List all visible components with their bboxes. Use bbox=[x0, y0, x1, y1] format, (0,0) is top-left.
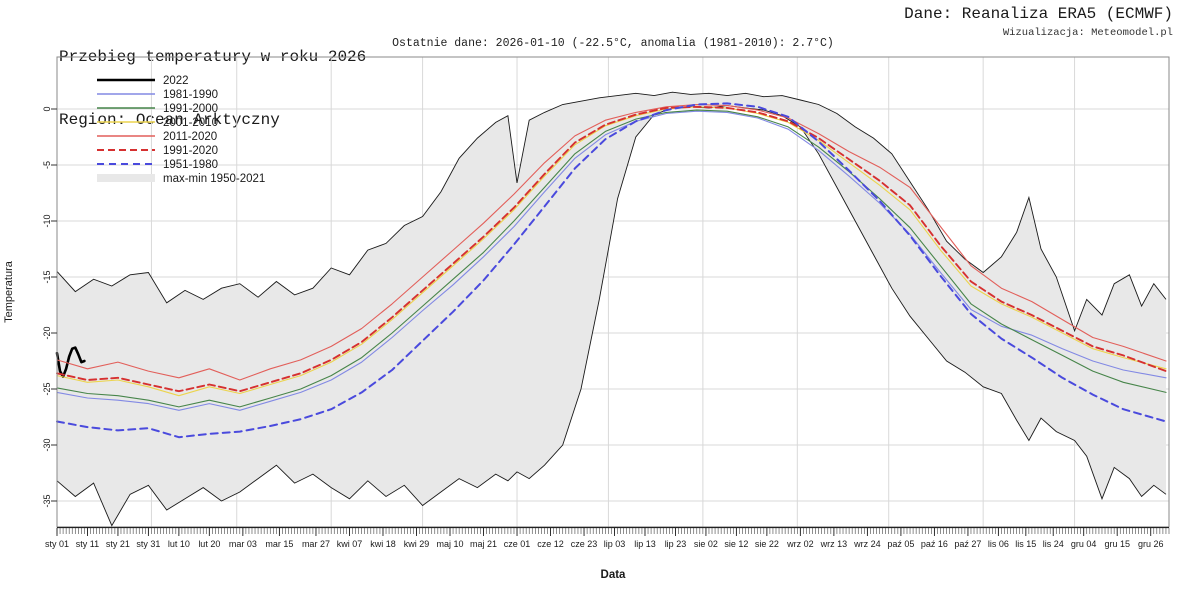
legend-label: 2011-2020 bbox=[163, 131, 217, 143]
x-tick-label: cze 23 bbox=[571, 539, 598, 549]
y-axis-title: Temperatura bbox=[3, 260, 15, 323]
x-tick-label: mar 27 bbox=[302, 539, 330, 549]
legend-item-2011-2020: 2011-2020 bbox=[97, 131, 217, 143]
series-line-2011-2020 bbox=[56, 103, 1167, 381]
x-tick-label: gru 26 bbox=[1138, 539, 1164, 549]
x-tick-label: sty 01 bbox=[45, 539, 69, 549]
legend-label: 1991-2000 bbox=[163, 103, 218, 115]
series-line-1951-1980 bbox=[56, 102, 1167, 439]
x-tick-label: sty 31 bbox=[136, 539, 160, 549]
x-tick-label: wrz 24 bbox=[853, 539, 881, 549]
x-tick-label: maj 10 bbox=[437, 539, 464, 549]
legend-band-swatch bbox=[97, 174, 155, 182]
legend-label: 2001-2010 bbox=[163, 117, 218, 129]
x-tick-label: sie 12 bbox=[724, 539, 748, 549]
x-tick-label: paź 16 bbox=[921, 539, 948, 549]
legend-item-1991-2000: 1991-2000 bbox=[97, 103, 218, 115]
series-line-1991-2000 bbox=[56, 109, 1167, 408]
band-max-line bbox=[56, 91, 1167, 333]
minmax-band bbox=[56, 91, 1167, 527]
data-source: Dane: Reanaliza ERA5 (ECMWF) bbox=[904, 5, 1173, 23]
x-tick-label: maj 21 bbox=[470, 539, 497, 549]
x-tick-label: wrz 13 bbox=[820, 539, 848, 549]
x-tick-label: lip 23 bbox=[665, 539, 687, 549]
series-lines bbox=[55, 102, 1167, 439]
x-tick-label: kwi 29 bbox=[404, 539, 430, 549]
x-tick-label: paź 05 bbox=[887, 539, 914, 549]
x-tick-label: lut 10 bbox=[168, 539, 190, 549]
legend-item-1981-1990: 1981-1990 bbox=[97, 89, 218, 101]
x-tick-label: paź 27 bbox=[954, 539, 981, 549]
y-tick-label: 0 bbox=[42, 106, 52, 111]
x-tick-label: sty 21 bbox=[106, 539, 130, 549]
legend-item-2001-2010: 2001-2010 bbox=[97, 117, 218, 129]
x-tick-label: mar 15 bbox=[265, 539, 293, 549]
legend: 2022 1981-1990 1991-2000 2001-2010 2011-2020… bbox=[97, 75, 265, 185]
x-tick-label: gru 04 bbox=[1071, 539, 1097, 549]
y-tick-label: -20 bbox=[42, 326, 52, 339]
x-tick-label: lis 06 bbox=[988, 539, 1009, 549]
x-tick-label: lip 03 bbox=[604, 539, 626, 549]
y-tick-label: -5 bbox=[42, 161, 52, 169]
legend-label: 1981-1990 bbox=[163, 89, 218, 101]
x-tick-label: gru 15 bbox=[1104, 539, 1130, 549]
x-tick-label: cze 01 bbox=[504, 539, 531, 549]
source-block: Dane: Reanaliza ERA5 (ECMWF) Wizualizacj… bbox=[904, 5, 1173, 39]
x-tick-label: lut 20 bbox=[198, 539, 220, 549]
x-tick-label: sty 11 bbox=[76, 539, 99, 549]
legend-item-1991-2020: 1991-2020 bbox=[97, 145, 218, 157]
chart-subtitle: Ostatnie dane: 2026-01-10 (-22.5°C, anom… bbox=[392, 37, 834, 50]
x-tick-label: sie 22 bbox=[755, 539, 779, 549]
y-tick-label: -10 bbox=[42, 214, 52, 227]
x-tick-label: wrz 02 bbox=[786, 539, 814, 549]
legend-label: 1991-2020 bbox=[163, 145, 218, 157]
series-line-1991-2020 bbox=[56, 105, 1167, 393]
y-tick-label: -15 bbox=[42, 270, 52, 283]
legend-label: 1951-1980 bbox=[163, 159, 218, 171]
y-tick-label: -25 bbox=[42, 382, 52, 395]
page-region: Region: Ocean Arktyczny bbox=[59, 111, 280, 129]
x-axis: sty 01 sty 11 sty 21 sty 31 lut 10 lut 20 mar … bbox=[45, 528, 1170, 581]
y-tick-label: -30 bbox=[42, 438, 52, 451]
x-tick-label: kwi 18 bbox=[370, 539, 396, 549]
series-line-1981-1990 bbox=[56, 110, 1167, 411]
x-tick-label: lis 15 bbox=[1015, 539, 1036, 549]
x-tick-label: kwi 07 bbox=[337, 539, 363, 549]
y-tick-label: -35 bbox=[42, 494, 52, 507]
x-axis-title: Data bbox=[601, 569, 627, 581]
x-tick-label: mar 03 bbox=[229, 539, 257, 549]
x-tick-label: lip 13 bbox=[634, 539, 656, 549]
band-fill bbox=[57, 92, 1166, 526]
legend-label: 2022 bbox=[163, 75, 189, 87]
legend-label: max-min 1950-2021 bbox=[163, 173, 265, 185]
series-line-2001-2010 bbox=[56, 106, 1167, 397]
band-min-line bbox=[56, 105, 1167, 527]
x-tick-label: sie 02 bbox=[694, 539, 718, 549]
legend-item-2022: 2022 bbox=[97, 75, 189, 87]
x-tick-label: lis 24 bbox=[1043, 539, 1064, 549]
legend-item-1951-1980: 1951-1980 bbox=[97, 159, 218, 171]
x-tick-label: cze 12 bbox=[537, 539, 564, 549]
y-axis: 0 -5 -10 -15 -20 -25 -30 -35 Temperatura bbox=[3, 106, 57, 508]
legend-item-max-min-1950-2021: max-min 1950-2021 bbox=[97, 173, 265, 185]
visualization-credit: Wizualizacja: Meteomodel.pl bbox=[1002, 27, 1173, 39]
